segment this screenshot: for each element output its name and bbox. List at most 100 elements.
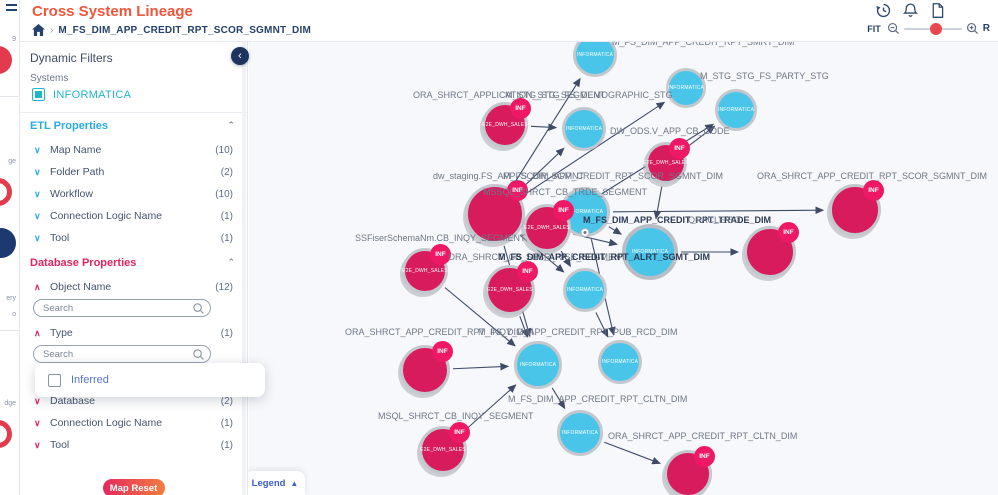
graph-node-name-label[interactable]: MSSQL_SHRCT_CB_TRDE_SEGMENT bbox=[483, 187, 648, 197]
filter-item-count: (10) bbox=[215, 144, 233, 156]
graph-node-name-label[interactable]: M_FS_DIM_APP_CREDIT_RPT_SMRY_DIM bbox=[612, 37, 795, 47]
graph-node-database[interactable]: INF bbox=[829, 180, 884, 236]
search-input[interactable] bbox=[43, 302, 188, 314]
chevron-up-icon[interactable]: ⌃ bbox=[227, 257, 235, 267]
graph-node-informatica[interactable]: INFORMATICA bbox=[666, 68, 706, 108]
zoom-out-icon[interactable] bbox=[887, 22, 900, 35]
menu-icon[interactable] bbox=[6, 4, 17, 6]
graph-node-database[interactable]: E2E_DWH_SALES INF bbox=[419, 422, 470, 474]
filter-item-map-name[interactable]: ∨ Map Name (10) bbox=[20, 139, 247, 161]
chevron-up-icon[interactable]: ∧ bbox=[34, 327, 41, 338]
graph-node-database[interactable]: E2E_DWH_SALES INF bbox=[523, 200, 574, 252]
graph-node-database[interactable]: E2E_DWH_SALES INF bbox=[643, 138, 690, 184]
document-icon[interactable] bbox=[929, 2, 946, 19]
graph-node-informatica[interactable]: INFORMATICA bbox=[557, 410, 603, 456]
chevron-down-icon[interactable]: ∨ bbox=[34, 144, 41, 155]
graph-node-name-label[interactable]: ORA_SHRCT_CB_SESR_RISE_SEGMENT bbox=[448, 252, 627, 262]
graph-node-informatica[interactable]: INFORMATICA bbox=[715, 89, 757, 131]
graph-node-name-label[interactable]: ORA_SHRCT_APP_CREDIT_RPT_INQY_DIM bbox=[345, 327, 534, 337]
filter-item-workflow[interactable]: ∨ Workflow (10) bbox=[20, 183, 247, 205]
filter-item-type[interactable]: ∧ Type (1) bbox=[20, 322, 247, 344]
filter-item-count: (1) bbox=[220, 439, 233, 451]
chevron-up-icon[interactable]: ∧ bbox=[34, 281, 41, 292]
graph-node-database[interactable]: E2E_DWH_SALES INF bbox=[485, 261, 538, 315]
graph-node-name-label[interactable]: DW_ODS.V_APP_CB_CODE bbox=[610, 126, 730, 136]
notifications-icon[interactable] bbox=[902, 2, 919, 19]
rail-red-circle-icon[interactable] bbox=[0, 46, 12, 74]
graph-node-name-label[interactable]: ORACLE:BO bbox=[688, 215, 741, 225]
zoom-reset-label-fragment[interactable]: R bbox=[982, 23, 990, 34]
rail-donut-icon[interactable] bbox=[0, 178, 12, 206]
graph-node-informatica[interactable]: INFORMATICA bbox=[598, 340, 642, 384]
chevron-down-icon[interactable]: ∨ bbox=[34, 417, 41, 428]
graph-node-name-label[interactable]: M_STG_STG_FS_DEMOGRAPHIC_STG bbox=[505, 90, 673, 100]
system-checkbox[interactable] bbox=[32, 88, 45, 101]
graph-node-database[interactable]: INF bbox=[400, 341, 453, 395]
graph-node-name-label[interactable]: M_FS_DIM_APP_CREDIT_RPT_PUB_RCD_DIM bbox=[478, 327, 678, 337]
filter-search-box[interactable] bbox=[33, 345, 211, 363]
type-filter-dropdown: Inferred bbox=[35, 363, 265, 397]
filter-item-database[interactable]: ∨ Database (2) bbox=[20, 390, 247, 412]
filter-item-label: Database bbox=[50, 395, 95, 407]
filter-item-tool[interactable]: ∨ Tool (1) bbox=[20, 434, 247, 456]
inferred-option-label[interactable]: Inferred bbox=[71, 374, 109, 386]
filter-item-object-name[interactable]: ∧ Object Name (12) bbox=[20, 276, 247, 298]
graph-node-name-label[interactable]: SSFiserSchemaNm.CB_INQY_SEGMENT bbox=[355, 233, 526, 243]
section-header-etl-properties[interactable]: ETL Properties ⌃ bbox=[20, 112, 247, 139]
graph-node-database[interactable]: E2E_DWH_SALES INF bbox=[402, 244, 451, 294]
fit-label[interactable]: FIT bbox=[867, 23, 881, 34]
search-input[interactable] bbox=[43, 348, 188, 360]
zoom-slider-handle[interactable] bbox=[929, 22, 942, 35]
inferred-checkbox[interactable] bbox=[48, 373, 61, 387]
graph-node-text: INFORMATICA bbox=[576, 52, 614, 58]
graph-node-database[interactable]: INF bbox=[664, 446, 715, 495]
home-icon[interactable] bbox=[32, 24, 45, 36]
zoom-in-icon[interactable] bbox=[966, 22, 979, 35]
section-header-database-properties[interactable]: Database Properties ⌃ bbox=[20, 249, 247, 276]
graph-node-name-label[interactable]: ORA_SHRCT_APPLICATION_STG_SEGMENT bbox=[413, 90, 606, 100]
chevron-down-icon[interactable]: ∨ bbox=[34, 395, 41, 406]
filter-item-connection-logic-name[interactable]: ∨ Connection Logic Name (1) bbox=[20, 205, 247, 227]
rail-divider bbox=[0, 330, 19, 331]
graph-node-name-label[interactable]: ORA_SHRCT_APP_CREDIT_RPT_SCOR_SGMNT_DIM bbox=[757, 171, 988, 181]
map-reset-button[interactable]: Map Reset bbox=[102, 479, 165, 495]
zoom-slider[interactable] bbox=[903, 22, 962, 35]
rail-text-fragment: ery bbox=[6, 295, 16, 302]
graph-node-name-label[interactable]: dw_staging.FS_APP_SCOR_SGMNT bbox=[433, 171, 585, 181]
history-icon[interactable] bbox=[875, 2, 892, 19]
lineage-canvas[interactable] bbox=[249, 42, 998, 495]
chevron-down-icon[interactable]: ∨ bbox=[34, 232, 41, 243]
graph-node-informatica[interactable]: INFORMATICA bbox=[563, 268, 607, 312]
graph-node-name-label[interactable]: M_FS_DIM_APP_CREDIT_RPT_TRADE_DIM bbox=[583, 215, 772, 225]
breadcrumb-item[interactable]: M_FS_DIM_APP_CREDIT_RPT_SCOR_SGMNT_DIM bbox=[58, 24, 311, 36]
graph-node-name-label[interactable]: M_FS_DIM_APP_CREDIT_RPT_CLTN_DIM bbox=[508, 394, 688, 404]
filter-item-label: Tool bbox=[50, 232, 70, 244]
chevron-down-icon[interactable]: ∨ bbox=[34, 166, 41, 177]
chevron-up-icon[interactable]: ⌃ bbox=[227, 120, 235, 130]
graph-node-database[interactable]: INF bbox=[744, 222, 799, 278]
system-filter-informatica[interactable]: INFORMATICA bbox=[32, 88, 131, 101]
graph-node-name-label[interactable]: M_FS_DIM_APP_CREDIT_RPT_SCOR_SGMNT_DIM bbox=[503, 171, 724, 181]
sidebar-collapse-button[interactable]: ‹ bbox=[231, 47, 249, 65]
chevron-down-icon[interactable]: ∨ bbox=[34, 188, 41, 199]
graph-node-informatica[interactable]: INFORMATICA bbox=[562, 107, 606, 151]
graph-node-database[interactable]: E2E_DWH_SALES INF bbox=[482, 98, 531, 148]
rail-selected-icon[interactable] bbox=[0, 228, 16, 258]
chevron-down-icon[interactable]: ∨ bbox=[34, 210, 41, 221]
filter-item-folder-path[interactable]: ∨ Folder Path (2) bbox=[20, 161, 247, 183]
inf-badge: INF bbox=[432, 341, 453, 362]
graph-node-name-label[interactable]: ORA_SHRCT_APP_CREDIT_RPT_CLTN_DIM bbox=[608, 431, 798, 441]
graph-node-database[interactable]: INF bbox=[465, 180, 528, 244]
graph-node-informatica[interactable]: INFORMATICA bbox=[514, 341, 562, 389]
graph-node-informatica[interactable]: INFORMATICA bbox=[622, 224, 678, 280]
filter-search-box[interactable] bbox=[33, 299, 211, 317]
rail-donut-icon[interactable] bbox=[0, 420, 12, 448]
filter-item-connection-logic-name[interactable]: ∨ Connection Logic Name (1) bbox=[20, 412, 247, 434]
legend-panel[interactable]: Legend ▲ bbox=[245, 471, 305, 495]
filter-item-label: Folder Path bbox=[50, 166, 105, 178]
filter-item-tool[interactable]: ∨ Tool (1) bbox=[20, 227, 247, 249]
graph-node-name-label[interactable]: MSQL_SHRCT_CB_INQY_SEGMENT bbox=[378, 411, 534, 421]
graph-node-name-label[interactable]: M_FS_DIM_APP_CREDIT_RPT_ALRT_SGMT_DIM bbox=[498, 252, 711, 262]
graph-node-name-label[interactable]: M_STG_STG_FS_PARTY_STG bbox=[700, 71, 829, 81]
chevron-down-icon[interactable]: ∨ bbox=[34, 439, 41, 450]
